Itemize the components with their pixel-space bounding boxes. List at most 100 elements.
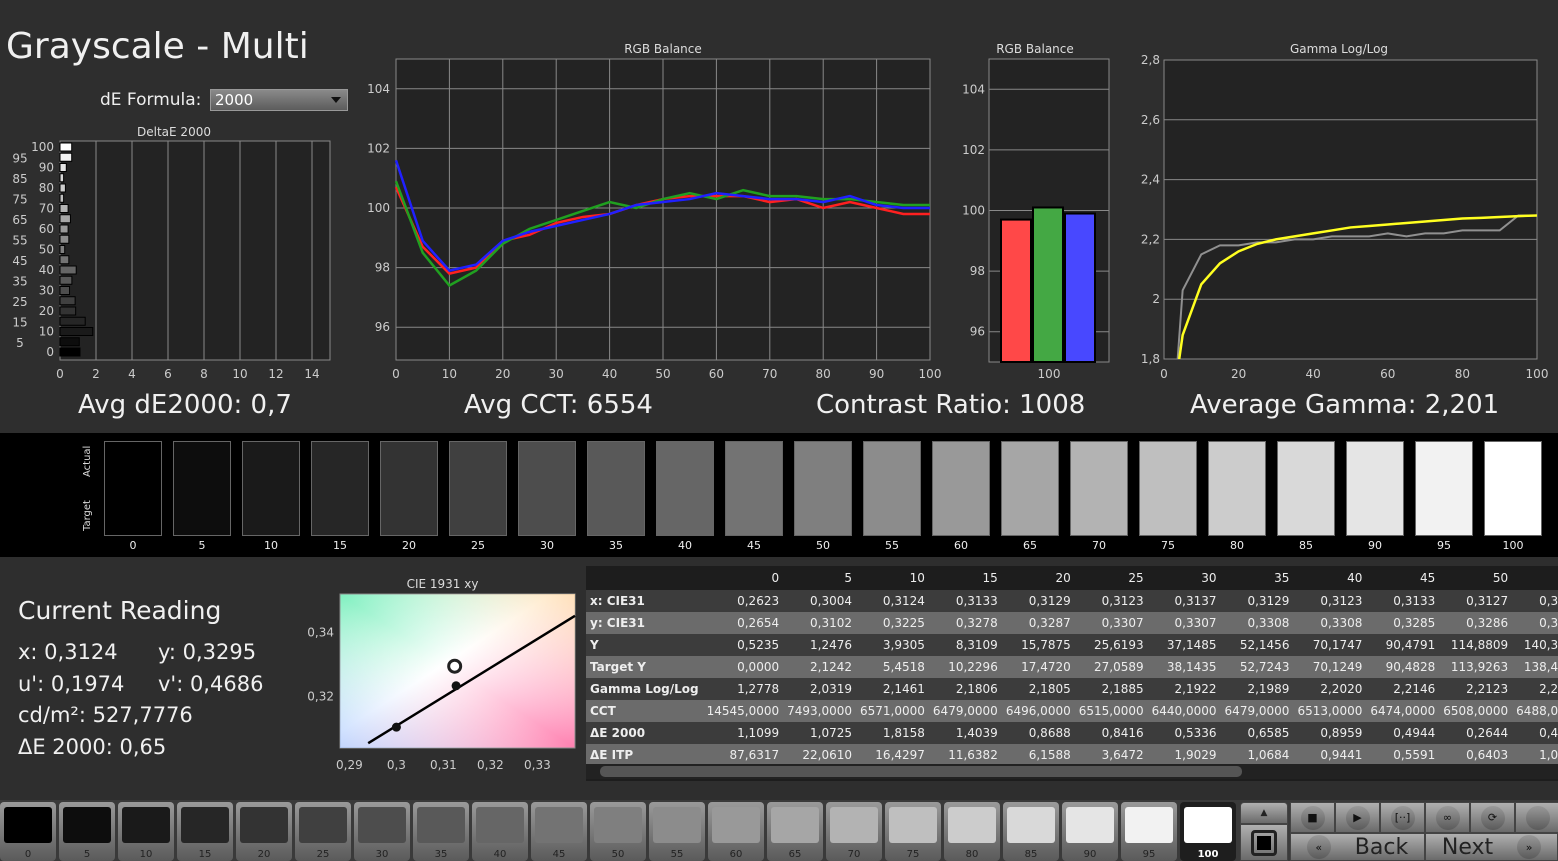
table-cell: 114,8809 bbox=[1439, 634, 1513, 656]
x-tick-label: 50 bbox=[655, 367, 670, 381]
y-tick-label: 75 bbox=[12, 192, 27, 206]
y-tick-label: 80 bbox=[39, 181, 54, 195]
play-button[interactable]: ▶ bbox=[1335, 802, 1380, 833]
y-tick-label: 85 bbox=[12, 172, 27, 186]
table-cell: 6440,0000 bbox=[1147, 700, 1221, 722]
y-tick-label: 0 bbox=[46, 345, 54, 359]
table-cell: 1,0684 bbox=[1220, 744, 1294, 766]
circle-icon bbox=[1525, 805, 1550, 830]
patch-swatch bbox=[4, 807, 52, 843]
double-right-icon: » bbox=[1517, 835, 1542, 859]
refresh-button[interactable]: ⟳ bbox=[1470, 802, 1515, 833]
grayscale-patch bbox=[725, 441, 783, 536]
options-button[interactable] bbox=[1515, 802, 1558, 833]
column-header: 0 bbox=[702, 566, 784, 590]
column-header: 10 bbox=[856, 566, 929, 590]
patch-button-35[interactable]: 35 bbox=[413, 802, 469, 861]
y-tick-label: 98 bbox=[970, 264, 985, 278]
grayscale-patch bbox=[587, 441, 645, 536]
patch-button-70[interactable]: 70 bbox=[826, 802, 882, 861]
patch-button-40[interactable]: 40 bbox=[472, 802, 528, 861]
patch-button-50[interactable]: 50 bbox=[590, 802, 646, 861]
reading-de: ΔE 2000: 0,65 bbox=[18, 735, 167, 759]
patch-label: 70 bbox=[1092, 539, 1106, 552]
table-cell: 0,0000 bbox=[702, 656, 784, 678]
deltae-bar bbox=[59, 234, 70, 244]
table-cell: 0,3133 bbox=[928, 590, 1002, 612]
continuous-button[interactable]: ∞ bbox=[1425, 802, 1470, 833]
patch-label: 20 bbox=[402, 539, 416, 552]
patch-button-55[interactable]: 55 bbox=[649, 802, 705, 861]
x-tick-label: 60 bbox=[709, 367, 724, 381]
table-cell: 0,3137 bbox=[1147, 590, 1221, 612]
patch-button-75[interactable]: 75 bbox=[885, 802, 941, 861]
reading-cdm2: cd/m²: 527,7776 bbox=[18, 703, 193, 727]
patch-button-20[interactable]: 20 bbox=[236, 802, 292, 861]
rgb-bar-title: RGB Balance bbox=[996, 42, 1074, 56]
patch-button-80[interactable]: 80 bbox=[944, 802, 1000, 861]
patch-button-5[interactable]: 5 bbox=[59, 802, 115, 861]
double-left-icon: « bbox=[1306, 835, 1331, 859]
table-cell: 0,2623 bbox=[702, 590, 784, 612]
patch-button-25[interactable]: 25 bbox=[295, 802, 351, 861]
deltae-chart-title: DeltaE 2000 bbox=[137, 125, 211, 139]
patch-button-100[interactable]: 100 bbox=[1180, 802, 1236, 861]
table-row: Gamma Log/Log 1,2778 2,0319 2,1461 2,1806 2,1… bbox=[586, 678, 1558, 700]
read-series-button[interactable]: [··] bbox=[1380, 802, 1425, 833]
patch-button-label: 10 bbox=[139, 849, 153, 860]
table-cell: 140,3763 bbox=[1512, 634, 1558, 656]
stop-button[interactable]: ■ bbox=[1290, 802, 1335, 833]
patch-label: 50 bbox=[816, 539, 830, 552]
table-cell: 2,2020 bbox=[1293, 678, 1367, 700]
row-header: Y bbox=[586, 634, 703, 656]
patch-swatch bbox=[1184, 807, 1232, 843]
target-label: Target bbox=[82, 500, 93, 531]
target-gamma-line bbox=[1177, 214, 1537, 359]
next-button[interactable]: Next » bbox=[1425, 833, 1558, 861]
de-formula-select[interactable]: 2000 bbox=[210, 89, 348, 111]
patch-button-0[interactable]: 0 bbox=[0, 802, 56, 861]
patch-swatch bbox=[122, 807, 170, 843]
x-tick-label: 12 bbox=[268, 367, 283, 381]
table-cell: 6488,0000 bbox=[1512, 700, 1558, 722]
patch-swatch bbox=[1125, 807, 1173, 843]
deltae-bar bbox=[59, 286, 71, 295]
back-button[interactable]: « Back bbox=[1290, 833, 1425, 861]
table-cell: 6508,0000 bbox=[1439, 700, 1513, 722]
row-header: Gamma Log/Log bbox=[586, 678, 703, 700]
gamma-plot-area bbox=[1163, 59, 1538, 360]
stop-measure-button[interactable] bbox=[1240, 824, 1288, 861]
scrollbar-thumb[interactable] bbox=[600, 766, 1242, 777]
avg-cct: Avg CCT: 6554 bbox=[464, 390, 653, 420]
y-tick-label: 10 bbox=[39, 325, 54, 339]
play-icon: ▶ bbox=[1345, 805, 1370, 830]
patch-swatch bbox=[417, 807, 465, 843]
patch-button-30[interactable]: 30 bbox=[354, 802, 410, 861]
x-tick-label: 0,31 bbox=[430, 758, 457, 772]
y-tick-label: 5 bbox=[16, 336, 24, 350]
grayscale-patch bbox=[1139, 441, 1197, 536]
patch-button-90[interactable]: 90 bbox=[1062, 802, 1118, 861]
patch-button-45[interactable]: 45 bbox=[531, 802, 587, 861]
table-cell: 37,1485 bbox=[1147, 634, 1221, 656]
patch-button-15[interactable]: 15 bbox=[177, 802, 233, 861]
column-header: 35 bbox=[1220, 566, 1294, 590]
patch-button-60[interactable]: 60 bbox=[708, 802, 764, 861]
patch-label: 60 bbox=[954, 539, 968, 552]
contrast-ratio: Contrast Ratio: 1008 bbox=[816, 390, 1086, 420]
patch-swatch bbox=[830, 807, 878, 843]
patch-button-85[interactable]: 85 bbox=[1003, 802, 1059, 861]
scroll-up-button[interactable]: ▲ bbox=[1240, 802, 1288, 824]
patch-button-95[interactable]: 95 bbox=[1121, 802, 1177, 861]
x-tick-label: 0 bbox=[1160, 367, 1168, 381]
table-cell: 2,2086 bbox=[1512, 678, 1558, 700]
y-tick-label: 25 bbox=[12, 295, 27, 309]
patch-button-65[interactable]: 65 bbox=[767, 802, 823, 861]
patch-button-label: 30 bbox=[375, 849, 389, 860]
table-cell: 10,2296 bbox=[928, 656, 1002, 678]
patch-button-label: 100 bbox=[1197, 849, 1219, 860]
target-point bbox=[451, 681, 461, 691]
patch-button-10[interactable]: 10 bbox=[118, 802, 174, 861]
grayscale-patch bbox=[449, 441, 507, 536]
